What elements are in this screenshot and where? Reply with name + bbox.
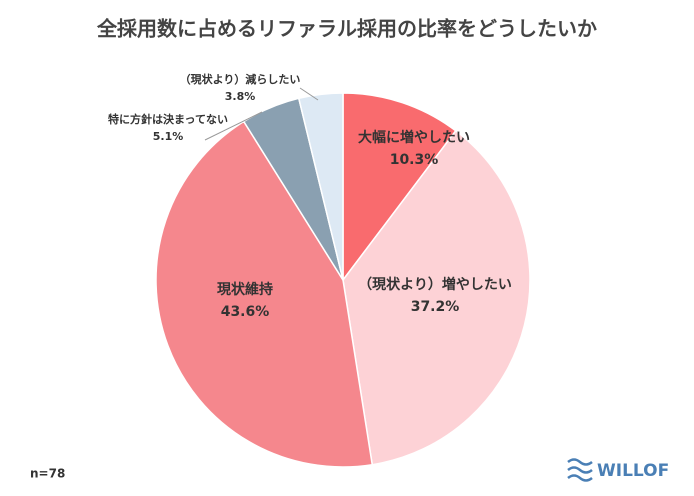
pie-slice [155, 120, 374, 468]
leader-line [299, 87, 319, 101]
sample-size-note: n=78 [30, 467, 65, 481]
slice-label: 現状維持 [217, 281, 273, 298]
slice-value-label: 5.1% [153, 130, 184, 143]
pie-slice [342, 92, 457, 283]
brand-name: WILLOF [597, 461, 669, 481]
pie-slice [342, 129, 531, 466]
brand-logo: WILLOF [567, 458, 669, 482]
leader-line [204, 111, 263, 141]
pie-slice [297, 92, 344, 281]
logo-waves [567, 458, 593, 482]
slice-value-label: 10.3% [390, 152, 439, 168]
slice-value-label: 43.6% [221, 304, 270, 320]
chart-title: 全採用数に占めるリファラル採用の比率をどうしたいか [96, 17, 597, 41]
slice-label: （現状より）減らしたい [180, 72, 301, 86]
slice-label: 特に方針は決まってない [108, 112, 228, 126]
slice-label: （現状より）増やしたい [358, 276, 512, 293]
slice-value-label: 37.2% [411, 299, 460, 315]
slice-label: 大幅に増やしたい [358, 129, 470, 146]
slice-value-label: 3.8% [225, 90, 256, 103]
